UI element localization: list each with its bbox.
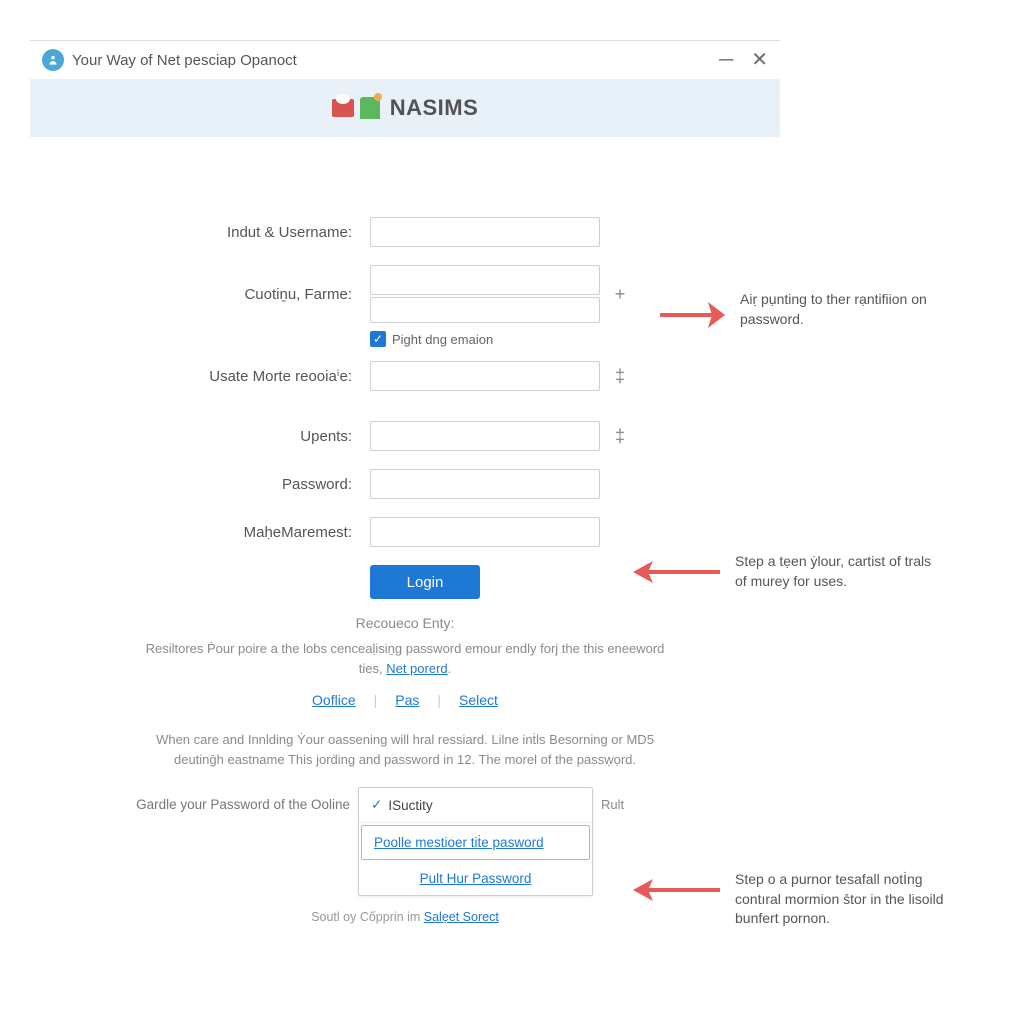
annotation-2: Step a tẹen ẏlour, cartist of trals of m… [625,552,945,592]
pas-link[interactable]: Pas [395,692,419,708]
checkbox-label: Pight dng emaion [392,332,493,347]
annotation-3-text: Step o a purnor tesafall notİng contıral… [735,870,945,929]
annotation-2-text: Step a tẹen ẏlour, cartist of trals of m… [735,552,945,591]
usate-suffix-icon: ‡ [610,366,630,387]
brand-icon-green [360,97,380,119]
annotation-1: Aiṛ pụnting to ther rạntifiion on passwo… [640,290,950,340]
brand-header: NASIMS [30,79,780,137]
window-title: Your Way of Net pesciap Opanoct [72,52,711,69]
dropdown-selected-label: ISuctity [388,798,432,813]
row-upents: Upents: ‡ [80,421,730,451]
dropdown-label: Gardle your Password of the Ooline [80,787,350,812]
recover-title: Recoueco Enty: [80,615,730,631]
email-checkbox[interactable]: ✓ [370,331,386,347]
row-mahe: MaḥeMaremest: [80,517,730,547]
titlebar: Your Way of Net pesciap Opanoct ─ ✕ [30,41,780,79]
app-window: Your Way of Net pesciap Opanoct ─ ✕ NASI… [30,40,780,954]
username-label: Indut & Username: [80,224,360,241]
minimize-icon[interactable]: ─ [719,50,733,70]
row-usate: Usate Morte reooiaⁱe: ‡ [80,361,730,391]
net-porerd-link[interactable]: Net porerd [386,661,447,676]
brand-icon-red [332,99,354,117]
upents-input[interactable] [370,421,600,451]
brand-name: NASIMS [390,95,479,121]
mahe-label: MaḥeMaremest: [80,524,360,541]
annotation-1-text: Aiṛ pụnting to ther rạntifiion on passwo… [740,290,950,329]
login-button[interactable]: Login [370,565,480,599]
divider-2: | [437,692,441,708]
mahe-input[interactable] [370,517,600,547]
dropdown-item-highlighted[interactable]: Poolle mestioer tiṫe pasword [361,825,590,860]
cuotinu-label: Cuotiṉu, Farme: [80,286,360,303]
recover-text-1: Resiltores Ṗour poire a the lobs cenceaḷ… [80,631,730,686]
username-input[interactable] [370,217,600,247]
row-cuotinu: Cuotiṉu, Farme: + [80,265,730,323]
cuotinu-input-1[interactable] [370,265,600,295]
cuotinu-plus-icon[interactable]: + [610,284,630,305]
arrow-icon-1 [640,290,730,340]
dropdown-item-plain[interactable]: Pult Hur Password [359,862,592,895]
close-icon[interactable]: ✕ [751,50,768,70]
recover-links: Ooflice | Pas | Select [80,692,730,708]
footer-text: Soutl oy Cốpprin im [311,910,424,924]
dropdown-selected[interactable]: ✓ ISuctity [359,788,592,823]
upents-label: Upents: [80,428,360,445]
annotation-3: Step o a purnor tesafall notİng contıral… [625,870,945,929]
window-controls: ─ ✕ [719,50,768,70]
recover-text-2: When care and Innlding Ẏour oassening wi… [80,722,730,777]
select-link[interactable]: Select [459,692,498,708]
upents-suffix-icon: ‡ [610,426,630,447]
row-password: Password: [80,469,730,499]
usate-input[interactable] [370,361,600,391]
password-label: Password: [80,476,360,493]
password-dropdown[interactable]: ✓ ISuctity Poolle mestioer tiṫe pasword … [358,787,593,896]
divider-1: | [374,692,378,708]
app-icon [42,49,64,71]
usate-label: Usate Morte reooiaⁱe: [80,367,360,385]
footer-link[interactable]: Salẹet Sorect [424,910,499,924]
password-input[interactable] [370,469,600,499]
arrow-icon-3 [625,870,725,910]
brand-logo-icons [332,97,380,119]
row-username: Indut & Username: [80,217,730,247]
recover-text-1b: . [448,661,452,676]
cuotinu-input-2[interactable] [370,297,600,323]
login-form: Indut & Username: Cuotiṉu, Farme: + ✓ Pi… [30,137,780,954]
office-link[interactable]: Ooflice [312,692,356,708]
dropdown-after-text: Rult [601,787,624,812]
arrow-icon-2 [625,552,725,592]
